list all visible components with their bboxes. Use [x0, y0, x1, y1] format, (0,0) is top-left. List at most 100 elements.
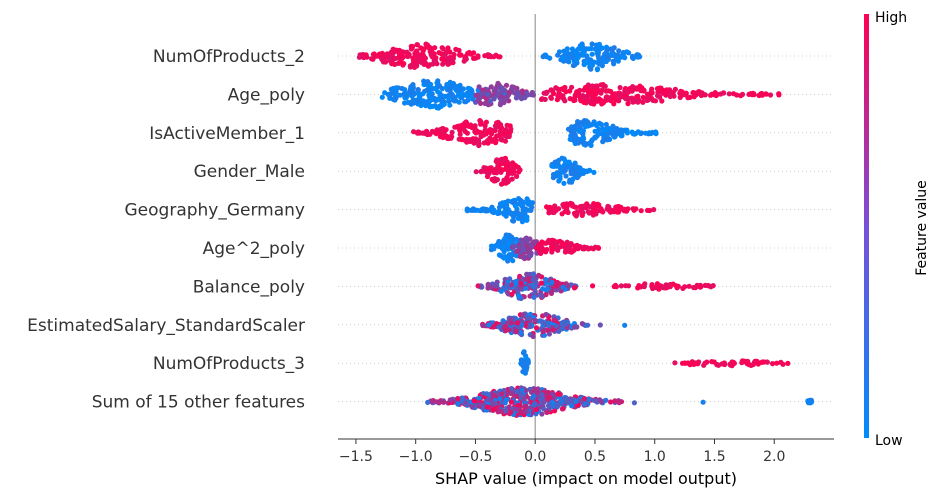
shap-point [497, 396, 503, 402]
shap-point [429, 399, 435, 405]
shap-point [727, 362, 734, 368]
shap-point [414, 48, 420, 54]
shap-point [447, 49, 453, 55]
shap-point [562, 98, 568, 104]
shap-point [616, 48, 622, 54]
shap-point [609, 46, 615, 52]
shap-point [585, 246, 592, 252]
shap-point [481, 165, 487, 171]
shap-point [578, 208, 585, 214]
shap-point [447, 88, 453, 94]
shap-point [528, 207, 534, 213]
shap-point [621, 127, 627, 133]
shap-point [559, 86, 565, 92]
shap-point [508, 409, 514, 415]
shap-point [477, 402, 483, 408]
shap-point [546, 331, 553, 337]
shap-point [575, 55, 581, 61]
shap-point [650, 285, 656, 292]
shap-point [516, 293, 522, 299]
shap-point [758, 91, 764, 97]
shap-point [563, 173, 569, 179]
shap-point [637, 54, 643, 60]
shap-point [407, 64, 413, 70]
shap-point [545, 320, 551, 326]
shap-point [522, 95, 528, 101]
shap-point [549, 244, 555, 250]
shap-point [437, 134, 443, 140]
shap-point [359, 53, 365, 59]
shap-point [554, 242, 560, 248]
shap-point [649, 86, 655, 92]
shap-point [471, 55, 477, 62]
shap-point [410, 55, 416, 61]
shap-point [500, 180, 506, 186]
shap-point [540, 286, 546, 292]
shap-point [532, 317, 538, 323]
shap-point [559, 326, 565, 332]
shap-point [528, 250, 534, 256]
shap-point [715, 362, 722, 368]
shap-point [481, 132, 487, 138]
shap-point [517, 273, 523, 279]
shap-point [498, 136, 505, 142]
shap-point [454, 83, 460, 90]
shap-point [618, 283, 624, 289]
shap-point [473, 92, 479, 98]
shap-point [536, 272, 542, 278]
shap-point [495, 409, 501, 415]
shap-point [510, 218, 517, 224]
shap-point [722, 361, 728, 368]
shap-point [463, 92, 469, 98]
shap-point [501, 210, 507, 216]
shap-point [519, 409, 525, 415]
shap-point [524, 217, 530, 223]
shap-point [612, 398, 618, 404]
shap-point [548, 87, 554, 93]
shap-point [644, 207, 651, 213]
shap-point [436, 82, 442, 89]
shap-point [487, 207, 493, 213]
shap-point [550, 327, 556, 333]
shap-point [623, 96, 629, 102]
shap-point [476, 395, 482, 401]
shap-point [600, 138, 606, 144]
shap-point [601, 59, 607, 65]
shap-point [542, 96, 548, 102]
shap-point [456, 47, 462, 54]
shap-point [682, 360, 688, 366]
shap-point [630, 206, 636, 212]
shap-point [414, 63, 420, 69]
shap-point [598, 399, 605, 405]
shap-point [524, 409, 530, 415]
shap-point [579, 212, 585, 218]
shap-point [509, 386, 515, 392]
shap-point [490, 392, 496, 398]
shap-point [593, 46, 600, 52]
shap-point [447, 79, 453, 85]
shap-point [687, 94, 693, 100]
shap-point [573, 399, 579, 405]
shap-point [514, 388, 520, 394]
shap-point [580, 245, 586, 251]
shap-point [643, 130, 649, 136]
shap-point [570, 62, 577, 69]
shap-point [593, 398, 599, 404]
shap-point [686, 283, 692, 289]
shap-point [778, 359, 784, 365]
shap-point [672, 86, 679, 92]
shap-point [575, 164, 581, 170]
feature-label: NumOfProducts_3 [153, 354, 305, 374]
shap-point [464, 208, 470, 214]
shap-point [470, 136, 476, 142]
shap-point [533, 245, 539, 251]
shap-point [527, 236, 533, 242]
shap-point [439, 56, 445, 62]
shap-point [563, 49, 570, 55]
shap-point [497, 129, 503, 135]
shap-point [550, 404, 556, 410]
shap-point [749, 92, 755, 98]
shap-point [555, 391, 561, 397]
shap-point [582, 84, 589, 91]
